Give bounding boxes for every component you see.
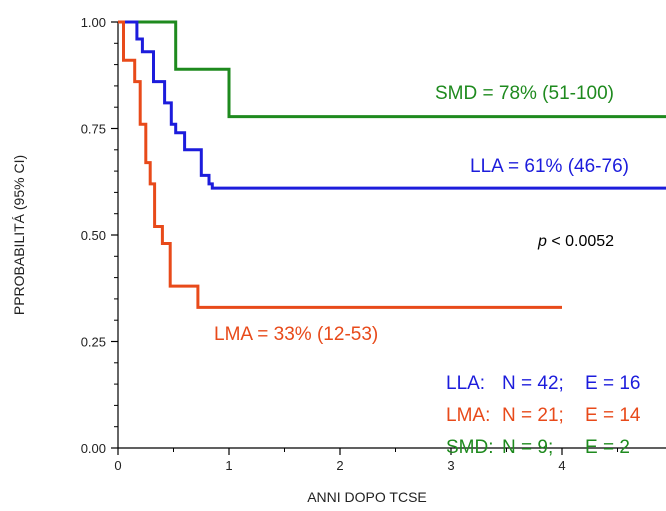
legend-e-lma: E = 14 xyxy=(585,405,641,426)
y-ticks: 0.00 0.25 0.50 0.75 1.00 xyxy=(81,15,118,456)
x-axis-label: ANNI DOPO TCSE xyxy=(307,489,427,505)
legend-n-lma: N = 21; xyxy=(502,405,564,426)
y-tick-label: 0.75 xyxy=(81,122,106,137)
axes: 0.000.250.500.751.00 012345 xyxy=(81,15,666,473)
x-tick-label: 2 xyxy=(336,458,343,473)
annotation-lla: LLA = 61% (46-76) xyxy=(470,156,629,177)
x-ticks: 012345 xyxy=(114,448,618,473)
series-layer xyxy=(118,20,666,309)
legend-n-smd: N = 9; xyxy=(502,437,553,458)
annotation-p-value: p < 0.0052 xyxy=(537,233,614,250)
legend-e-smd: E = 2 xyxy=(585,437,630,458)
legend: LLA: N = 42; E = 16 LMA: N = 21; E = 14 … xyxy=(446,373,641,458)
legend-e-lla: E = 16 xyxy=(585,373,640,394)
legend-label-lla: LLA: xyxy=(446,373,485,394)
x-tick-label: 1 xyxy=(225,458,232,473)
y-tick-label: 1.00 xyxy=(81,15,106,30)
x-tick-label: 0 xyxy=(114,458,121,473)
x-tick-label: 3 xyxy=(447,458,454,473)
series-line-smd xyxy=(118,20,666,119)
x-tick-label: 4 xyxy=(558,458,565,473)
annotation-lma: LMA = 33% (12-53) xyxy=(214,324,378,345)
y-tick-label: 0.25 xyxy=(81,335,106,350)
series-line-lma xyxy=(118,20,562,309)
legend-n-lla: N = 42; xyxy=(502,373,564,394)
y-tick-label: 0.50 xyxy=(81,228,106,243)
y-axis-label: PPROBABILITÁ (95% CI) xyxy=(11,155,27,315)
legend-label-lma: LMA: xyxy=(446,405,490,426)
annotation-smd: SMD = 78% (51-100) xyxy=(435,83,614,104)
y-tick-label: 0.00 xyxy=(81,441,106,456)
legend-label-smd: SMD: xyxy=(446,437,494,458)
series-line-lla xyxy=(118,20,666,190)
